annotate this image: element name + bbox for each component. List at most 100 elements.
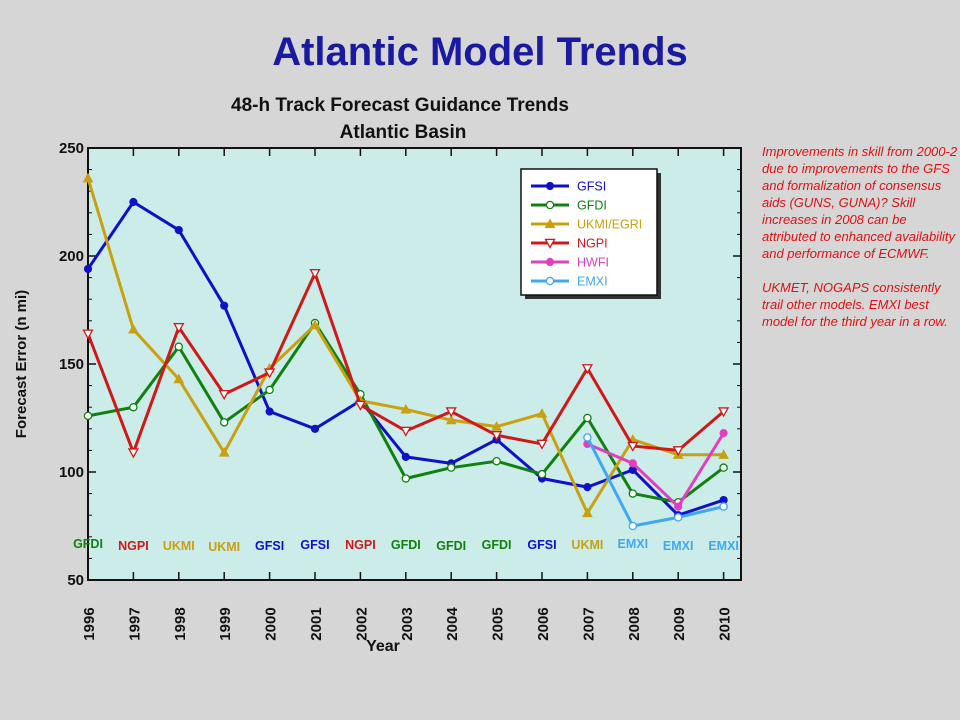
legend-label: EMXI xyxy=(577,275,608,289)
y-axis-label: Forecast Error (n mi) xyxy=(13,290,30,438)
y-tick-label: 150 xyxy=(59,356,84,373)
data-point-gfdi xyxy=(265,385,274,395)
best-model-label: NGPI xyxy=(345,538,376,552)
y-tick-label: 50 xyxy=(67,572,84,589)
data-point-ngpi xyxy=(309,269,321,280)
data-point-ngpi xyxy=(672,446,684,457)
data-point-ngpi xyxy=(717,407,730,418)
legend-box xyxy=(520,168,658,296)
data-point-ngpi xyxy=(536,439,548,450)
x-tick-label: 2006 xyxy=(535,607,552,640)
x-tick-label: 2007 xyxy=(580,607,597,640)
best-model-label: GFDI xyxy=(436,539,466,553)
data-point-ukmi-egri xyxy=(173,373,185,384)
data-point-ngpi xyxy=(173,323,185,334)
x-tick-label: 1999 xyxy=(217,607,234,640)
y-tick-label: 100 xyxy=(59,464,84,481)
data-point-gfdi xyxy=(129,402,138,412)
best-model-label: GFDI xyxy=(482,538,512,552)
best-model-label: NGPI xyxy=(118,539,149,553)
x-tick-label: 2004 xyxy=(444,607,461,641)
data-point-ngpi xyxy=(218,389,230,401)
x-axis: 1996 1997 1998 1999 2000 2001 2002 2003 2004 2005… xyxy=(81,148,734,641)
data-point-ngpi xyxy=(127,448,140,459)
data-point-gfdi xyxy=(83,411,93,421)
data-point-gfdi xyxy=(719,463,728,472)
legend-marker xyxy=(544,238,556,249)
data-point-ukmi-egri xyxy=(582,507,593,518)
x-tick-label: 1997 xyxy=(126,607,143,640)
best-model-label: UKMI xyxy=(208,540,240,554)
x-tick-label: 2005 xyxy=(490,607,507,640)
legend-marker xyxy=(545,276,555,286)
x-tick-label: 2009 xyxy=(671,607,688,640)
data-point-emxi xyxy=(628,521,638,531)
x-tick-label: 2000 xyxy=(263,607,280,640)
data-point-gfdi xyxy=(446,463,456,472)
data-point-emxi xyxy=(719,502,728,511)
legend: GFSI GFDI UKMI/EGRI NGPI HWFI EMXI xyxy=(520,168,661,299)
data-point-gfdi xyxy=(583,413,592,423)
legend-label: GFDI xyxy=(577,199,607,213)
x-tick-label: 2010 xyxy=(717,607,734,640)
data-point-gfsi xyxy=(83,264,93,274)
series-emxi xyxy=(583,433,728,531)
legend-marker xyxy=(545,181,555,191)
data-point-ukmi-egri xyxy=(309,319,321,330)
data-point-ukmi-egri xyxy=(445,414,457,425)
data-point-ngpi xyxy=(354,400,367,411)
data-point-gfdi xyxy=(537,469,547,479)
best-model-label: GFSI xyxy=(300,538,329,552)
data-point-gfsi xyxy=(129,197,138,207)
data-point-hwfi xyxy=(719,429,728,438)
data-point-gfsi xyxy=(174,225,183,235)
best-model-label: GFDI xyxy=(391,538,421,552)
data-point-ukmi-egri xyxy=(718,449,729,459)
legend-marker xyxy=(545,200,555,210)
legend-label: UKMI/EGRI xyxy=(577,218,642,232)
legend-label: HWFI xyxy=(577,256,609,270)
data-point-emxi xyxy=(583,433,592,442)
data-point-gfdi xyxy=(219,418,229,427)
chart-titles: 48-h Track Forecast Guidance Trends Atla… xyxy=(231,95,569,143)
chart-title: 48-h Track Forecast Guidance Trends xyxy=(231,95,569,116)
commentary-note: Improvements in skill from 2000-2 due to… xyxy=(762,143,958,347)
data-point-gfdi xyxy=(401,474,411,483)
series-ukmi-egri xyxy=(82,172,729,518)
data-point-emxi xyxy=(673,513,683,522)
series-ngpi xyxy=(82,269,730,459)
y-tick-label: 250 xyxy=(59,140,84,157)
data-point-ngpi xyxy=(490,431,503,442)
x-axis-label: Year xyxy=(366,638,400,655)
annotation-layer: GFDI NGPI UKMI UKMI GFSI GFSI NGPI GFDI GFDI GFDI… xyxy=(73,537,739,554)
series-line-hwfi xyxy=(586,432,725,509)
slide-title: Atlantic Model Trends xyxy=(272,30,688,74)
best-model-label: UKMI xyxy=(163,539,195,553)
best-model-label: EMXI xyxy=(663,539,694,553)
data-point-gfdi xyxy=(174,342,184,351)
x-tick-label: 2003 xyxy=(399,607,416,640)
series-line-emxi xyxy=(586,436,724,528)
legend-marker xyxy=(544,218,556,229)
x-tick-label: 2001 xyxy=(308,607,325,640)
x-tick-label: 1996 xyxy=(81,607,98,640)
data-point-gfsi xyxy=(310,424,320,433)
data-point-ukmi-egri xyxy=(536,408,548,418)
data-point-ngpi xyxy=(400,426,412,437)
data-point-ukmi-egri xyxy=(128,323,139,334)
data-point-gfdi xyxy=(492,456,501,466)
data-point-ukmi-egri xyxy=(82,172,94,183)
legend-label: NGPI xyxy=(577,237,608,251)
commentary-paragraph-2: UKMET, NOGAPS consistently trail other m… xyxy=(762,280,948,329)
legend-marker xyxy=(545,257,555,267)
data-point-gfdi xyxy=(628,489,638,498)
data-point-hwfi xyxy=(628,459,637,468)
data-point-ukmi-egri xyxy=(218,447,230,457)
data-point-ukmi-egri xyxy=(491,421,502,431)
data-point-ngpi xyxy=(581,364,594,375)
best-model-label: GFDI xyxy=(73,537,103,551)
data-point-hwfi xyxy=(674,502,683,511)
best-model-label: UKMI xyxy=(571,538,603,552)
data-point-ngpi xyxy=(82,329,94,340)
